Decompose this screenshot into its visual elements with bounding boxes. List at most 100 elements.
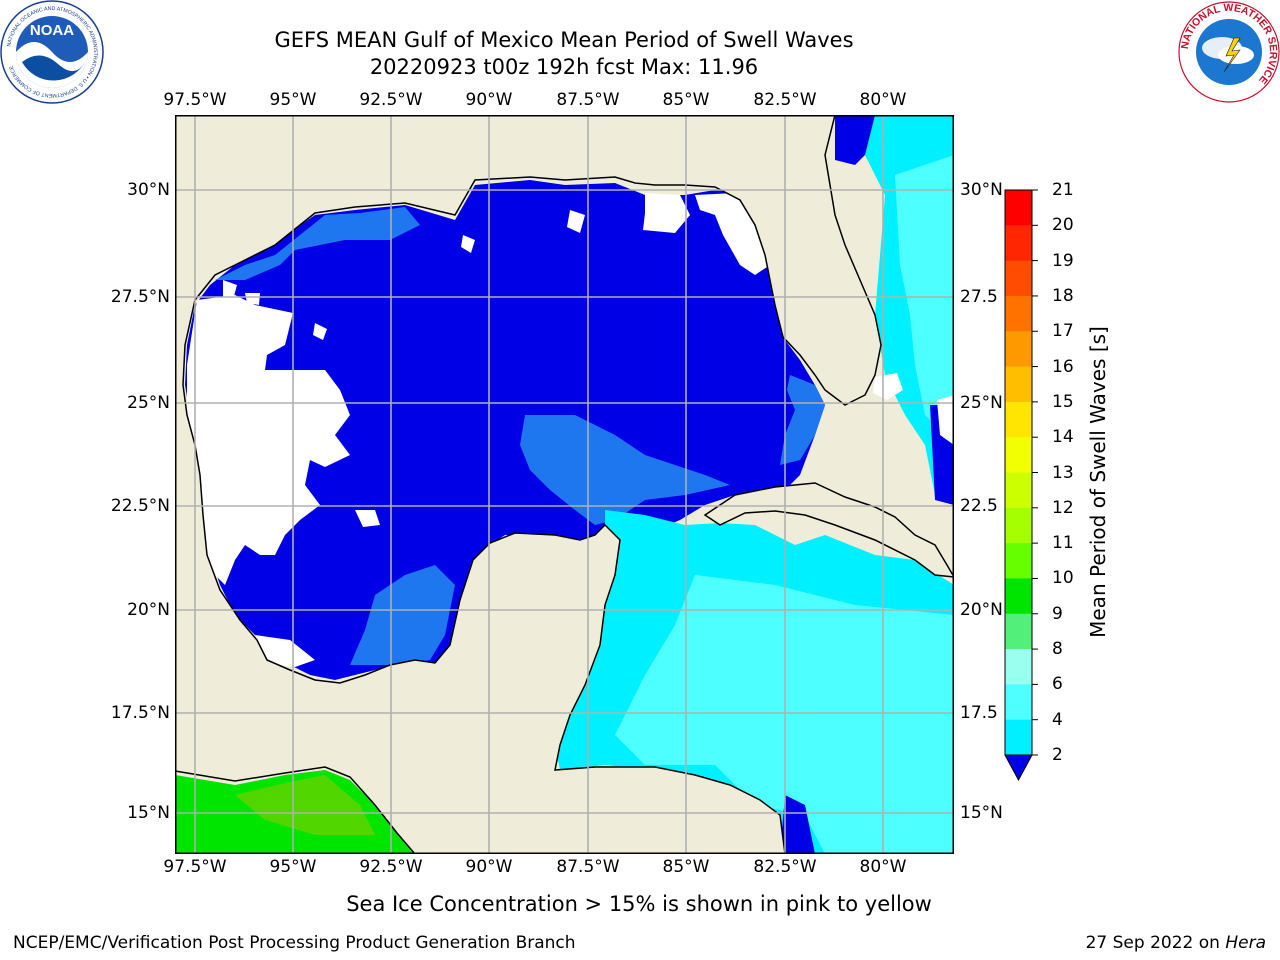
colorbar-segment [1005, 719, 1032, 756]
no-data-region [187, 295, 350, 585]
no-data-region [567, 210, 585, 233]
lon-tick-top: 85°W [662, 90, 710, 110]
no-data-region [245, 293, 260, 305]
colorbar-under-arrow [1004, 754, 1033, 782]
colorbar-segment [1005, 366, 1032, 403]
colorbar-label: 19 [1052, 250, 1074, 271]
land-area [175, 115, 882, 854]
colorbar-label: 13 [1052, 462, 1074, 483]
colorbar-label: 12 [1052, 497, 1074, 518]
lon-tick-top: 95°W [269, 90, 317, 110]
lon-tick-top: 97.5°W [163, 90, 227, 110]
gulf-swell-region [215, 207, 420, 280]
colorbar-title: Mean Period of Swell Waves [s] [1086, 326, 1110, 638]
colorbar-label: 9 [1052, 603, 1063, 624]
lon-tick-top: 82.5°W [753, 90, 817, 110]
pacific-swell-region [235, 775, 375, 835]
colorbar-segment [1005, 543, 1032, 579]
no-data-region [355, 510, 380, 527]
sea-ice-note: Sea Ice Concentration > 15% is shown in … [346, 892, 932, 916]
lon-tick-bottom: 92.5°W [359, 857, 423, 877]
colorbar-segment [1005, 295, 1032, 332]
lat-tick-left: 30°N [127, 180, 170, 200]
swell-period-map [175, 115, 954, 854]
gulf-swell-region [350, 565, 455, 665]
lat-tick-left: 15°N [127, 803, 170, 823]
colorbar-label: 18 [1052, 285, 1074, 306]
map-grid [175, 115, 954, 854]
colorbar-segment [1005, 684, 1032, 721]
gulf-swell-region [520, 415, 730, 525]
no-data-region [223, 280, 237, 300]
lat-tick-left: 25°N [127, 393, 170, 413]
lon-tick-bottom: 90°W [465, 857, 513, 877]
lat-tick-right: 25°N [960, 393, 1003, 413]
colorbar-segment [1005, 613, 1032, 650]
atlantic-swell-region [895, 155, 954, 445]
no-data-region [643, 193, 690, 233]
colorbar-label: 15 [1052, 391, 1074, 412]
lon-tick-top: 87.5°W [556, 90, 620, 110]
colorbar-segment [1005, 190, 1032, 226]
noaa-logo: NOAA NATIONAL OCEANIC AND ATMOSPHERIC AD… [0, 0, 104, 104]
lon-tick-bottom: 80°W [859, 857, 907, 877]
colorbar-segment [1005, 260, 1032, 297]
map-frame [175, 115, 954, 854]
no-data-region [313, 323, 327, 340]
colorbar-segment [1005, 225, 1032, 262]
colorbar-label: 17 [1052, 321, 1074, 342]
lon-tick-bottom: 97.5°W [163, 857, 227, 877]
land-area [873, 373, 903, 400]
lat-tick-right: 17.5 [960, 703, 998, 723]
lat-tick-left: 27.5°N [110, 287, 170, 307]
colorbar-label: 6 [1052, 674, 1063, 695]
lat-tick-left: 20°N [127, 600, 170, 620]
colorbar-label: 8 [1052, 639, 1063, 660]
lat-tick-left: 17.5°N [110, 703, 170, 723]
colorbar-label: 21 [1052, 180, 1074, 200]
lat-tick-right: 20°N [960, 600, 1003, 620]
nws-logo: NATIONAL WEATHER SERVICE [1178, 1, 1280, 103]
colorbar-segment [1005, 331, 1032, 368]
no-data-region [461, 235, 475, 253]
atlantic-swell-region [835, 115, 875, 165]
footer-host: Hera [1225, 933, 1266, 953]
chart-subtitle: 20220923 t00z 192h fcst Max: 11.96 [369, 55, 759, 79]
colorbar-label: 4 [1052, 709, 1063, 730]
lon-tick-bottom: 95°W [269, 857, 317, 877]
lon-tick-bottom: 85°W [662, 857, 710, 877]
lon-tick-top: 80°W [859, 90, 907, 110]
colorbar-label: 14 [1052, 427, 1074, 448]
colorbar-label: 11 [1052, 533, 1074, 554]
colorbar [1004, 189, 1038, 782]
footer-date: 27 Sep 2022 on Hera [1085, 933, 1266, 953]
gulf-swell-region [780, 375, 825, 465]
footer-credit: NCEP/EMC/Verification Post Processing Pr… [13, 933, 576, 953]
colorbar-segment [1005, 507, 1032, 544]
colorbar-segment [1005, 401, 1032, 438]
colorbar-label: 10 [1052, 568, 1074, 589]
lon-tick-bottom: 82.5°W [753, 857, 817, 877]
lon-tick-top: 90°W [465, 90, 513, 110]
lon-tick-bottom: 87.5°W [556, 857, 620, 877]
land-area [937, 395, 954, 445]
gulf-swell-region [185, 180, 825, 680]
colorbar-label: 2 [1052, 745, 1063, 765]
colorbar-segment [1005, 437, 1032, 473]
colorbar-segment [1005, 649, 1032, 685]
colorbar-label: 16 [1052, 356, 1074, 377]
lat-tick-right: 30°N [960, 180, 1003, 200]
noaa-logo-text: NOAA [30, 22, 74, 39]
colorbar-label: 20 [1052, 215, 1074, 236]
lon-tick-top: 92.5°W [359, 90, 423, 110]
lat-tick-left: 22.5°N [110, 496, 170, 516]
colorbar-segment [1005, 578, 1032, 615]
lat-tick-right: 15°N [960, 803, 1003, 823]
caribbean-swell-region [780, 795, 815, 854]
no-data-region [255, 635, 315, 667]
lat-tick-right: 27.5 [960, 287, 998, 307]
chart-title: GEFS MEAN Gulf of Mexico Mean Period of … [274, 28, 854, 52]
colorbar-segment [1005, 472, 1032, 509]
no-data-region [695, 193, 770, 275]
lat-tick-right: 22.5 [960, 496, 998, 516]
